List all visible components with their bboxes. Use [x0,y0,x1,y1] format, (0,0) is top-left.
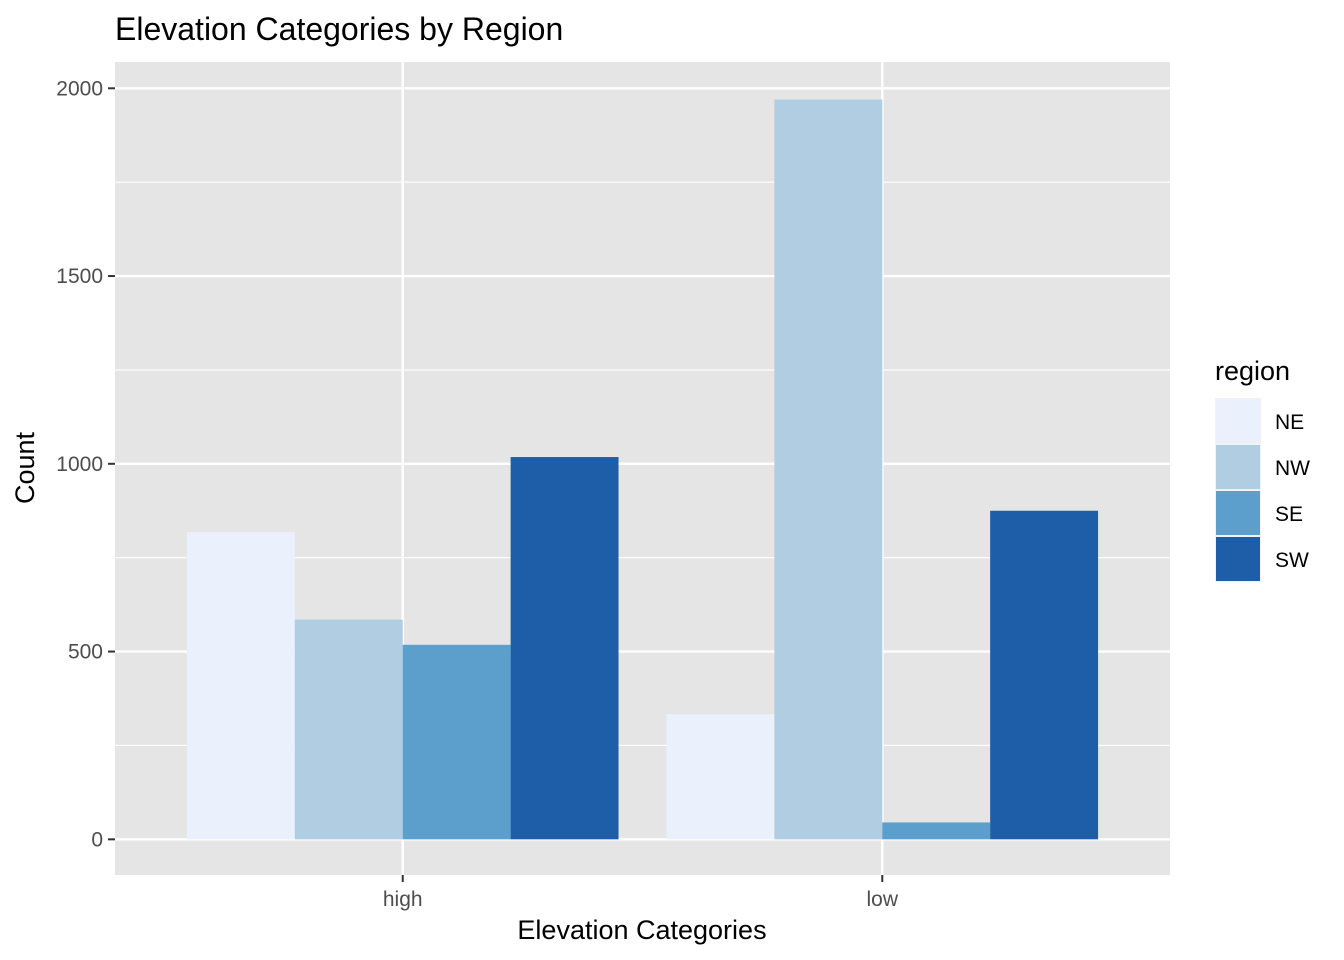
legend-label-NW: NW [1275,457,1310,480]
legend: region NE NW SE SW [1215,356,1310,582]
y-tick-label: 1500 [56,265,103,288]
bar-high-NE [186,532,295,840]
bar-high-SW [510,457,619,840]
y-axis: 0 500 1000 1500 2000 [56,77,115,851]
bar-low-SE [882,822,991,840]
y-axis-title: Count [10,431,40,504]
legend-key-SE [1216,491,1260,535]
chart-title: Elevation Categories by Region [115,11,563,47]
bars [186,99,1099,840]
bar-low-SW [990,510,1099,840]
y-tick-label: 1000 [56,453,103,476]
y-tick-label: 500 [68,641,103,664]
legend-title: region [1215,356,1290,386]
x-tick-label: low [867,888,899,911]
legend-label-SE: SE [1275,503,1303,526]
y-tick-label: 0 [91,828,103,851]
bar-low-NW [774,99,883,840]
x-axis: high low [383,875,899,911]
x-axis-title: Elevation Categories [517,915,766,945]
x-tick-label: high [383,888,423,911]
legend-label-NE: NE [1275,411,1304,434]
bar-low-NE [666,714,775,840]
legend-key-NE [1216,399,1260,443]
legend-key-NW [1216,445,1260,489]
legend-key-SW [1216,537,1260,581]
y-tick-label: 2000 [56,77,103,100]
legend-label-SW: SW [1275,549,1309,572]
bar-high-SE [402,644,511,840]
bar-high-NW [294,619,403,840]
